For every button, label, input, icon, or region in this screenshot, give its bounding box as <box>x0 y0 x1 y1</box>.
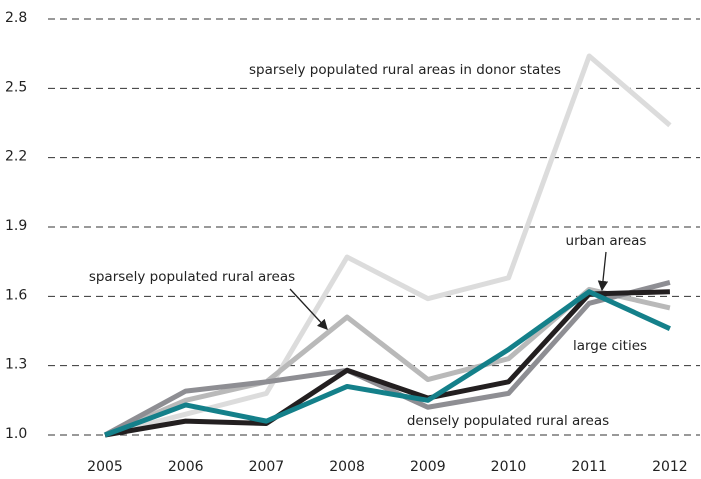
annotation: large cities <box>573 338 647 354</box>
y-tick-label: 1.6 <box>5 287 27 303</box>
annotation-arrow <box>597 251 609 292</box>
annotation: sparsely populated rural areas <box>89 269 295 285</box>
x-tick-label: 2008 <box>329 459 365 475</box>
y-tick-label: 2.2 <box>5 149 27 165</box>
series-line <box>103 280 671 438</box>
y-tick-label: 1.3 <box>5 357 27 373</box>
x-tick-label: 2009 <box>410 459 446 475</box>
x-tick-label: 2010 <box>491 459 527 475</box>
annotation: urban areas <box>566 233 647 249</box>
x-tick-label: 2007 <box>249 459 285 475</box>
y-tick-label: 2.5 <box>5 79 27 95</box>
x-tick-label: 2005 <box>87 459 123 475</box>
x-tick-label: 2006 <box>168 459 204 475</box>
annotation: densely populated rural areas <box>407 413 609 429</box>
y-tick-label: 1.0 <box>5 426 27 442</box>
series-line <box>104 289 670 438</box>
series-line <box>104 289 671 438</box>
grid <box>48 18 700 436</box>
x-tick-label: 2012 <box>652 459 688 475</box>
y-tick-label: 1.9 <box>5 218 27 234</box>
annotation: sparsely populated rural areas in donor … <box>249 62 561 78</box>
y-tick-label: 2.8 <box>5 10 27 26</box>
x-tick-label: 2011 <box>571 459 607 475</box>
annotation-arrow <box>289 288 328 330</box>
lines <box>103 53 672 438</box>
series-line <box>104 53 672 438</box>
